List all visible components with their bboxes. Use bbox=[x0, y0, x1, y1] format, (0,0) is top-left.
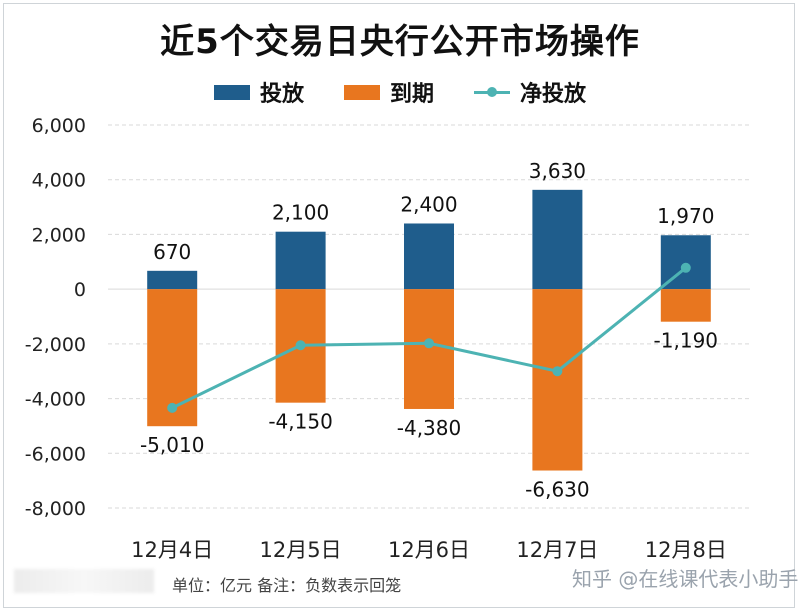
legend-item-mature: 到期 bbox=[343, 76, 434, 108]
legend-label-mature: 到期 bbox=[389, 82, 434, 107]
y-tick-label: 6,000 bbox=[32, 115, 86, 137]
y-tick-label: -6,000 bbox=[25, 443, 86, 465]
bar-issue bbox=[404, 223, 454, 290]
data-label-issue: 670 bbox=[153, 240, 191, 264]
watermark-text: 知乎 @在线课代表小助手 bbox=[572, 567, 799, 591]
bar-issue bbox=[147, 270, 198, 290]
legend-item-issue: 投放 bbox=[213, 76, 304, 108]
data-label-issue: 1,970 bbox=[657, 204, 714, 228]
data-label-issue: 2,400 bbox=[400, 192, 457, 216]
net-point bbox=[424, 338, 434, 349]
net-point bbox=[552, 366, 563, 377]
x-tick-label: 12月4日 bbox=[131, 538, 213, 562]
net-point bbox=[167, 402, 178, 413]
bar-mature bbox=[660, 289, 711, 322]
y-axis-tick-labels: 6,000 4,000 2,000 0 -2,000 -4,000 -6,000 -8,000 bbox=[25, 115, 86, 520]
legend-label-net: 净投放 bbox=[520, 82, 587, 107]
y-tick-label: -4,000 bbox=[25, 389, 86, 411]
data-label-issue: 3,630 bbox=[529, 159, 586, 183]
chart-title: 近5个交易日央行公开市场操作 bbox=[160, 22, 640, 62]
bar-layer bbox=[147, 189, 711, 471]
data-label-mature: -5,010 bbox=[140, 433, 204, 457]
bar-mature bbox=[532, 289, 583, 471]
data-label-issue: 2,100 bbox=[272, 201, 329, 225]
y-tick-label: 2,000 bbox=[32, 224, 86, 246]
x-tick-label: 12月7日 bbox=[516, 538, 598, 562]
bar-issue bbox=[275, 231, 326, 290]
legend-swatch-net bbox=[474, 85, 510, 99]
x-tick-label: 12月5日 bbox=[260, 538, 342, 562]
footer-blurred-region bbox=[14, 569, 154, 593]
net-line-layer bbox=[167, 262, 691, 413]
legend-item-net: 净投放 bbox=[474, 76, 586, 108]
net-point bbox=[680, 262, 691, 273]
y-tick-label: -8,000 bbox=[25, 498, 86, 520]
footer-note: 单位：亿元 备注：负数表示回笼 bbox=[172, 576, 402, 595]
data-label-mature: -1,190 bbox=[654, 329, 718, 353]
data-label-mature: -6,630 bbox=[525, 478, 589, 502]
data-label-layer: 670 -5,010 2,100 -4,150 2,400 -4,380 3,630 -6,6… bbox=[140, 159, 718, 502]
bar-mature bbox=[404, 289, 454, 409]
y-tick-label: -2,000 bbox=[25, 334, 86, 356]
x-tick-label: 12月6日 bbox=[388, 538, 470, 562]
bar-issue bbox=[532, 189, 583, 290]
y-tick-label: 4,000 bbox=[32, 170, 86, 192]
data-label-mature: -4,380 bbox=[397, 416, 461, 440]
data-label-mature: -4,150 bbox=[268, 410, 332, 434]
net-point bbox=[295, 340, 306, 351]
chart-legend: 投放 到期 净投放 bbox=[0, 76, 800, 108]
x-tick-label: 12月8日 bbox=[645, 538, 727, 562]
x-axis-tick-labels: 12月4日 12月5日 12月6日 12月7日 12月8日 bbox=[131, 538, 727, 562]
y-tick-label: 0 bbox=[74, 279, 86, 301]
legend-swatch-mature bbox=[343, 84, 380, 100]
legend-swatch-issue bbox=[213, 84, 250, 100]
legend-label-issue: 投放 bbox=[259, 82, 304, 107]
